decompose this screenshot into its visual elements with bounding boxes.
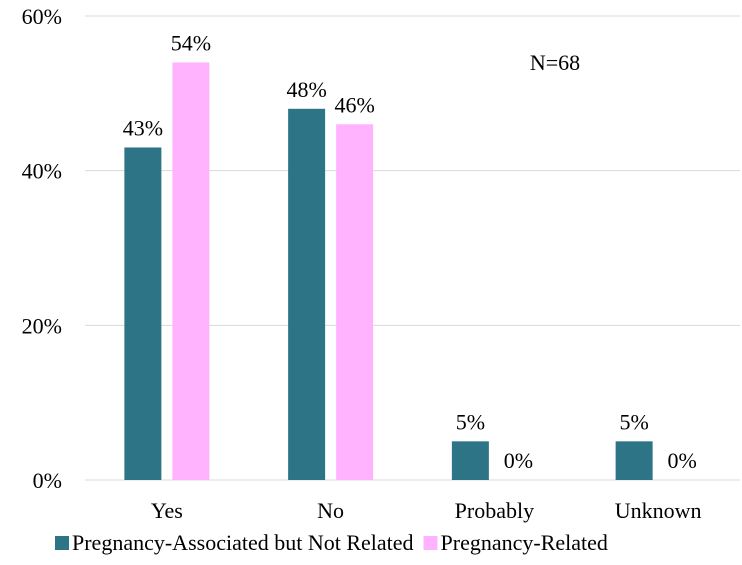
y-tick-label: 20% [22, 313, 62, 338]
bar [615, 441, 653, 480]
bar [288, 108, 326, 481]
data-label: 43% [123, 115, 163, 140]
data-label: 5% [456, 409, 485, 434]
sample-size-annotation: N=68 [530, 50, 580, 75]
data-label: 0% [504, 448, 533, 473]
y-tick-label: 60% [22, 4, 62, 29]
bar [451, 441, 489, 480]
legend-swatch [423, 536, 438, 550]
bar [336, 124, 374, 481]
legend-label: Pregnancy-Associated but Not Related [72, 530, 414, 555]
data-label: 46% [334, 92, 374, 117]
y-tick-label: 40% [22, 159, 62, 184]
y-axis-ticks: 0% 20% 40% 60% [22, 4, 62, 493]
bar [124, 147, 162, 480]
x-category-label: Probably [455, 498, 534, 523]
x-category-label: No [317, 498, 344, 523]
x-category-label: Unknown [615, 498, 702, 523]
legend-swatch [55, 536, 69, 550]
bars [124, 62, 653, 481]
data-label: 48% [286, 77, 326, 102]
x-category-label: Yes [151, 498, 183, 523]
legend-label: Pregnancy-Related [441, 530, 608, 555]
data-label: 0% [667, 448, 696, 473]
bar [172, 62, 210, 481]
data-label: 54% [171, 30, 211, 55]
y-tick-label: 0% [33, 468, 62, 493]
data-label: 5% [619, 409, 648, 434]
legend: Pregnancy-Associated but Not Related Preg… [55, 530, 608, 555]
x-axis-categories: Yes No Probably Unknown [151, 498, 702, 523]
data-labels: 43% 54% 48% 46% 5% 0% 5% 0% [123, 30, 697, 473]
